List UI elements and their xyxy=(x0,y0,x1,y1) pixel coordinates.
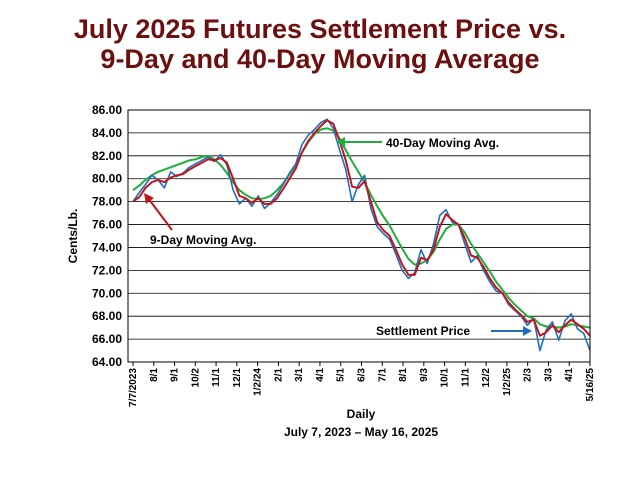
y-tick-label: 72.00 xyxy=(92,263,122,277)
x-tick-label: 8/1 xyxy=(398,368,409,382)
x-tick-label: 9/3 xyxy=(419,368,430,382)
x-tick-label: 5/1 xyxy=(336,368,347,382)
x-tick-label: 4/1 xyxy=(564,368,575,382)
x-tick-label: 2/3 xyxy=(523,368,534,382)
x-tick-label: 5/16/25 xyxy=(585,368,596,402)
x-tick-label: 12/2 xyxy=(481,368,492,388)
date-range-label: July 7, 2023 – May 16, 2025 xyxy=(284,425,438,439)
x-tick-label: 10/2 xyxy=(190,368,201,388)
x-tick-labels: 7/7/2023 8/1 9/1 10/2 11/1 12/1 1/2/24 2/1 3/1 4/… xyxy=(128,362,596,407)
x-tick-label: 11/1 xyxy=(460,368,471,387)
x-tick-label: 10/1 xyxy=(440,368,451,388)
x-tick-label: 3/3 xyxy=(543,368,554,382)
y-tick-labels: 64.00 66.00 68.00 70.00 72.00 74.00 76.00 78.00… xyxy=(92,103,122,369)
chart-title-line-2: 9-Day and 40-Day Moving Average xyxy=(100,44,540,74)
annotation-arrowhead-40-day xyxy=(336,137,345,147)
series-line-40-day-moving-avg xyxy=(132,127,591,329)
y-axis-title: Cents/Lb. xyxy=(66,209,80,264)
annotation-settlement-label: Settlement Price xyxy=(376,324,470,338)
x-tick-label: 2/1 xyxy=(273,368,284,382)
plot-frame xyxy=(127,109,591,363)
chart-title: July 2025 Futures Settlement Price vs. 9… xyxy=(0,14,640,74)
chart-title-line-1: July 2025 Futures Settlement Price vs. xyxy=(73,14,567,44)
x-tick-label: 8/1 xyxy=(149,368,160,382)
y-tick-label: 84.00 xyxy=(92,126,122,140)
x-tick-label: 12/1 xyxy=(232,368,243,388)
y-tick-label: 78.00 xyxy=(92,195,122,209)
x-tick-label: 7/7/2023 xyxy=(128,368,139,407)
y-tick-label: 66.00 xyxy=(92,332,122,346)
annotation-arrowhead-9-day xyxy=(144,193,154,204)
x-axis-title: Daily xyxy=(347,407,376,421)
y-tick-label: 74.00 xyxy=(92,240,122,254)
y-tick-label: 68.00 xyxy=(92,309,122,323)
x-tick-label: 1/2/25 xyxy=(502,368,513,396)
y-tick-label: 80.00 xyxy=(92,172,122,186)
x-tick-label: 1/2/24 xyxy=(253,368,264,396)
annotation-9-day-label: 9-Day Moving Avg. xyxy=(150,233,256,247)
x-tick-label: 9/1 xyxy=(170,368,181,382)
annotation-arrow-9-day xyxy=(147,197,173,231)
y-tick-label: 76.00 xyxy=(92,218,122,232)
x-tick-label: 4/1 xyxy=(315,368,326,382)
y-tick-label: 86.00 xyxy=(92,103,122,117)
annotation-arrowhead-settlement xyxy=(523,326,532,336)
series-lines xyxy=(132,118,591,352)
x-tick-label: 7/1 xyxy=(377,368,388,382)
y-tick-label: 70.00 xyxy=(92,286,122,300)
annotation-40-day-label: 40-Day Moving Avg. xyxy=(386,136,499,150)
y-tick-label: 82.00 xyxy=(92,149,122,163)
x-tick-label: 3/1 xyxy=(294,368,305,382)
series-line-9-day-moving-avg xyxy=(132,119,591,337)
x-tick-label: 6/3 xyxy=(357,368,368,382)
x-tick-label: 11/1 xyxy=(211,368,222,387)
y-tick-label: 64.00 xyxy=(92,355,122,369)
